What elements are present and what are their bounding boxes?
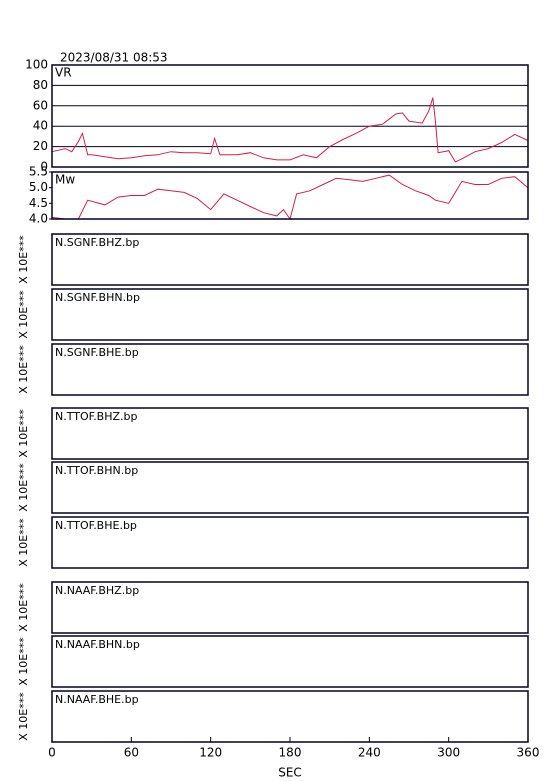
x-tick-label: 240: [358, 746, 381, 760]
y-tick-label: 60: [33, 98, 48, 112]
trace-label: N.NAAF.BHN.bp: [55, 638, 140, 651]
data-line: [51, 97, 529, 163]
scale-label: X 10E***: [17, 235, 30, 284]
scale-label: X 10E***: [17, 409, 30, 458]
y-tick-label: 0: [40, 160, 48, 174]
x-tick-label: 0: [48, 746, 56, 760]
x-tick-label: 360: [517, 746, 540, 760]
scale-label: X 10E***: [17, 290, 30, 339]
y-tick-label: 5.0: [29, 180, 48, 194]
title: 2023/08/31 08:53: [60, 51, 168, 65]
y-tick-label: 100: [25, 58, 48, 72]
trace-panel: [51, 288, 529, 341]
y-tick-label: 80: [33, 78, 48, 92]
panel-label: Mw: [55, 173, 75, 187]
trace-label: N.NAAF.BHE.bp: [55, 693, 139, 706]
trace-panel: [51, 407, 529, 460]
y-tick-label: 4.0: [29, 212, 48, 226]
y-tick-label: 5.5: [29, 165, 48, 179]
scale-label: X 10E***: [17, 463, 30, 512]
data-line: [51, 174, 529, 221]
scale-label: X 10E***: [17, 692, 30, 741]
trace-panel: [51, 461, 529, 514]
scale-label: X 10E***: [17, 345, 30, 394]
trace-panel: [51, 233, 529, 286]
y-tick-label: 40: [33, 119, 48, 133]
trace-label: N.NAAF.BHZ.bp: [55, 584, 139, 597]
scale-label: X 10E***: [17, 518, 30, 567]
x-tick-label: 180: [279, 746, 302, 760]
x-tick-label: 60: [124, 746, 139, 760]
trace-label: N.SGNF.BHE.bp: [55, 346, 139, 359]
scale-label: X 10E***: [17, 583, 30, 632]
trace-panel: [51, 635, 529, 688]
scale-label: X 10E***: [17, 637, 30, 686]
trace-label: N.SGNF.BHZ.bp: [55, 236, 139, 249]
trace-label: N.TTOF.BHE.bp: [55, 519, 137, 532]
trace-panel: [51, 581, 529, 634]
x-axis-label: SEC: [278, 766, 302, 780]
trace-label: N.TTOF.BHN.bp: [55, 464, 138, 477]
trace-panel: [51, 516, 529, 569]
y-tick-label: 20: [33, 139, 48, 153]
panel-frame: [51, 171, 529, 220]
trace-panel: [51, 343, 529, 396]
trace-label: N.SGNF.BHN.bp: [55, 291, 140, 304]
panel-label: VR: [55, 66, 72, 80]
trace-label: N.TTOF.BHZ.bp: [55, 410, 138, 423]
x-tick-label: 300: [437, 746, 460, 760]
x-tick-label: 120: [199, 746, 222, 760]
panel-frame: [51, 64, 529, 168]
y-tick-label: 4.5: [29, 196, 48, 210]
